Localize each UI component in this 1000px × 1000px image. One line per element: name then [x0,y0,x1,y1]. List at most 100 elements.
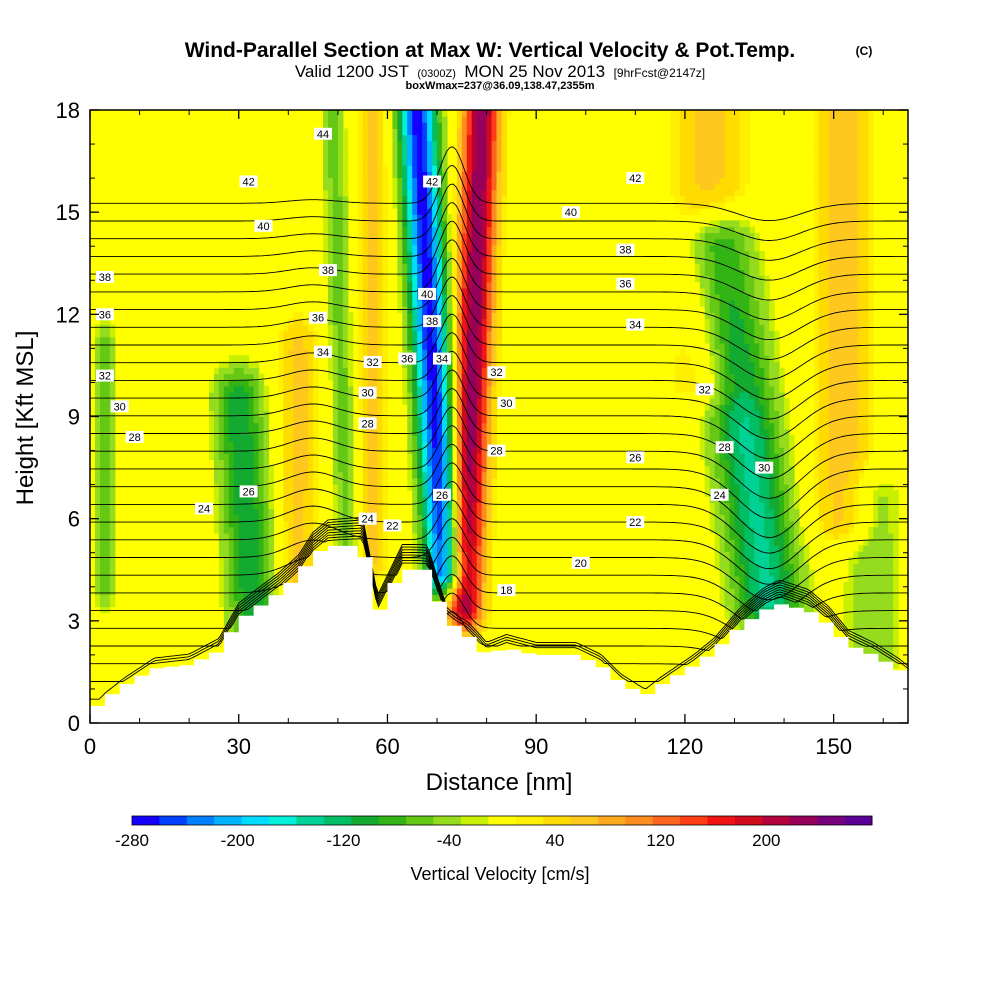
velocity-cell [704,257,711,264]
velocity-cell [719,502,726,510]
velocity-cell [293,526,299,534]
velocity-cell [402,336,408,344]
velocity-cell [293,545,299,552]
velocity-cell [407,146,413,154]
velocity-cell [382,428,389,436]
velocity-cell [342,293,349,301]
velocity-cell [223,471,230,479]
velocity-cell [466,275,473,283]
velocity-cell [803,606,810,614]
velocity-cell [759,342,765,350]
velocity-cell [382,232,389,240]
velocity-cell [734,373,741,381]
velocity-cell [461,551,468,559]
velocity-cell [342,471,349,479]
velocity-cell [288,483,294,491]
velocity-cell [749,404,755,411]
velocity-cell [789,557,795,565]
velocity-cell [694,165,701,172]
velocity-cell [228,514,235,522]
velocity-cell [729,250,736,258]
velocity-cell [288,545,294,552]
velocity-cell [94,385,101,393]
velocity-cell [729,582,736,589]
velocity-cell [818,220,825,228]
velocity-cell [332,226,339,234]
velocity-cell [694,140,701,148]
velocity-cell [104,477,111,485]
velocity-cell [764,526,770,534]
velocity-cell [461,398,468,405]
velocity-cell [337,490,344,497]
velocity-cell [437,563,443,571]
velocity-cell [754,318,760,326]
velocity-cell [714,189,721,197]
velocity-cell [367,441,374,448]
velocity-cell [461,342,468,350]
velocity-cell [486,146,493,154]
velocity-cell [724,428,731,436]
velocity-cell [357,214,364,221]
velocity-cell [456,606,463,614]
velocity-cell [793,563,800,571]
velocity-cell [471,134,478,142]
velocity-cell [719,459,726,467]
velocity-cell [422,428,428,436]
velocity-cell [481,575,488,583]
velocity-cell [734,459,741,467]
velocity-cell [456,422,463,430]
velocity-cell [481,128,488,136]
velocity-cell [749,281,755,289]
velocity-cell [243,398,250,405]
velocity-cell [714,165,721,172]
velocity-cell [283,410,289,418]
velocity-cell [486,152,493,160]
velocity-cell [739,220,745,228]
velocity-cell [729,606,736,614]
velocity-cell [461,563,468,571]
velocity-cell [412,171,418,179]
velocity-cell [342,152,349,160]
velocity-cell [278,373,284,381]
velocity-cell [313,422,319,430]
velocity-cell [774,410,780,418]
velocity-cell [461,183,468,191]
velocity-cell [337,465,344,473]
velocity-cell [724,545,731,552]
velocity-cell [714,471,721,479]
velocity-cell [293,514,299,522]
velocity-cell [744,551,750,559]
velocity-cell [347,379,354,387]
velocity-cell [709,367,716,375]
velocity-cell [258,514,265,522]
velocity-cell [491,330,498,338]
velocity-cell [466,422,473,430]
velocity-cell [818,257,825,264]
velocity-cell [238,575,245,583]
velocity-cell [709,422,716,430]
velocity-cell [441,324,448,332]
velocity-cell [734,293,741,301]
velocity-cell [347,404,354,411]
velocity-cell [308,441,314,448]
velocity-cell [704,122,711,129]
velocity-cell [684,152,691,160]
velocity-cell [714,152,721,160]
velocity-cell [486,416,493,424]
velocity-cell [734,269,741,277]
velocity-cell [402,110,408,117]
velocity-cell [461,618,468,626]
velocity-cell [719,183,726,191]
velocity-cell [104,532,111,540]
velocity-cell [323,140,329,148]
velocity-cell [759,520,765,528]
velocity-cell [109,324,116,332]
velocity-cell [94,447,101,454]
velocity-cell [243,471,250,479]
velocity-cell [714,373,721,381]
velocity-cell [422,226,428,234]
velocity-cell [367,373,374,381]
velocity-cell [724,434,731,442]
velocity-cell [793,496,800,503]
velocity-cell [362,201,369,209]
